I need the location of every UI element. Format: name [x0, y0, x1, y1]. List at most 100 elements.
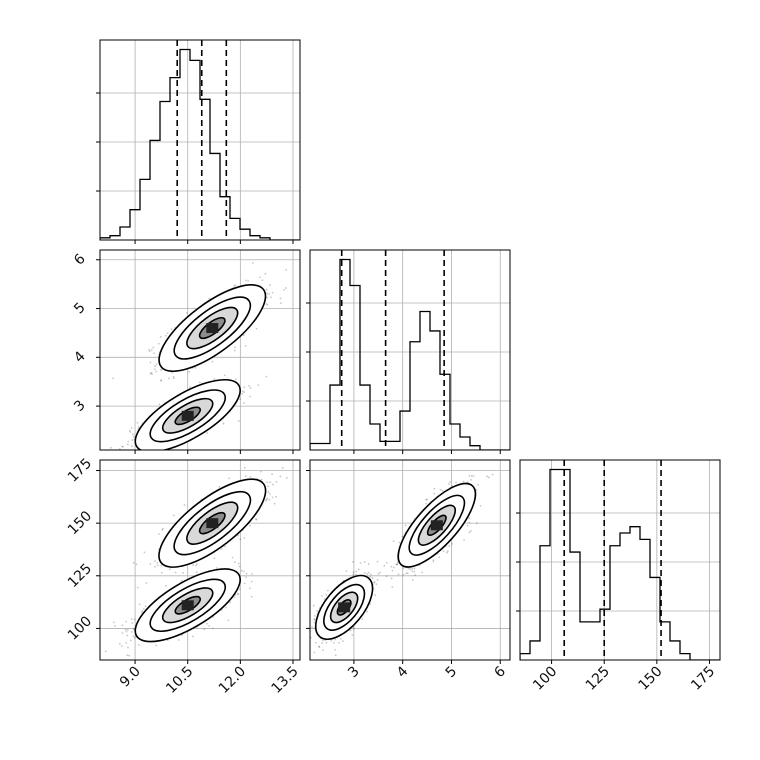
sample-point [265, 375, 268, 378]
sample-point [131, 445, 133, 448]
histogram-step-line [100, 48, 300, 240]
sample-point [398, 541, 401, 544]
sample-point [110, 446, 112, 449]
sample-point [251, 573, 253, 575]
sample-point [148, 350, 151, 353]
sample-point [318, 645, 320, 648]
x-tick-label: 175 [688, 664, 718, 694]
sample-point [279, 297, 282, 300]
sample-point [486, 475, 489, 478]
sample-point [425, 502, 428, 505]
sample-point [367, 571, 370, 574]
sample-point [271, 483, 274, 486]
sample-point [125, 620, 128, 623]
sample-point [203, 628, 206, 631]
sample-point [267, 491, 270, 494]
sample-point [249, 587, 251, 590]
sample-point [161, 528, 164, 531]
sample-point [138, 603, 141, 606]
sample-point [222, 422, 225, 425]
sample-point [250, 595, 253, 598]
sample-point [491, 473, 494, 476]
sample-point [188, 371, 191, 373]
y-tick-label: 175 [65, 455, 95, 485]
sample-point [475, 489, 478, 491]
sample-point [249, 524, 251, 527]
sample-point [244, 279, 247, 282]
sample-point [121, 632, 124, 634]
panel-frame [99, 459, 301, 661]
sample-point [266, 303, 269, 306]
density-peak-cell [206, 518, 219, 529]
sample-point [366, 610, 368, 613]
sample-point [258, 276, 261, 279]
sample-point [141, 610, 143, 612]
sample-point [160, 379, 163, 382]
sample-point [160, 369, 162, 372]
sample-point [426, 498, 428, 501]
sample-point [233, 561, 236, 564]
sample-point [342, 640, 344, 643]
sample-point [468, 474, 471, 477]
sample-point [432, 560, 435, 563]
sample-point [397, 573, 400, 576]
sample-point [401, 535, 404, 538]
sample-point [160, 379, 162, 382]
sample-point [152, 346, 155, 349]
sample-point [249, 387, 252, 389]
sample-point [238, 565, 241, 568]
sample-point [155, 363, 158, 366]
sample-point [330, 640, 333, 642]
sample-point [112, 377, 114, 380]
sample-point [470, 474, 473, 477]
sample-point [168, 377, 170, 380]
sample-point [468, 521, 471, 524]
density-peak-cell [181, 600, 194, 611]
sample-point [234, 284, 237, 286]
sample-point [355, 570, 358, 573]
sample-point [160, 564, 163, 567]
sample-point [269, 284, 271, 287]
sample-point [421, 571, 423, 574]
sample-point [126, 634, 129, 637]
sample-point [300, 443, 302, 445]
sample-point [439, 488, 442, 491]
sample-point [370, 573, 372, 576]
panel-plot-area [520, 460, 720, 660]
sample-point [233, 596, 236, 599]
sample-point [137, 643, 140, 646]
sample-point [237, 593, 240, 596]
x-tick-label: 100 [530, 664, 560, 694]
sample-point [255, 517, 257, 520]
sample-point [137, 425, 140, 428]
sample-point [479, 504, 482, 507]
sample-point [208, 624, 211, 627]
sample-point [213, 557, 216, 560]
sample-point [183, 503, 186, 506]
sample-point [177, 639, 180, 641]
sample-point [121, 445, 124, 448]
sample-point [405, 572, 408, 575]
sample-point [170, 328, 173, 331]
sample-point [285, 268, 288, 271]
sample-point [172, 377, 175, 380]
sample-point [160, 368, 163, 371]
sample-point [446, 551, 448, 554]
sample-point [149, 563, 152, 565]
histogram-panel-2 [306, 249, 511, 454]
sample-point [369, 575, 372, 578]
sample-point [211, 627, 214, 630]
sample-point [463, 538, 466, 541]
sample-point [396, 563, 398, 566]
sample-point [433, 487, 436, 490]
sample-point [249, 475, 252, 478]
sample-point [264, 272, 267, 275]
x-tick-label: 9.0 [117, 664, 144, 691]
sample-point [140, 611, 143, 614]
sample-point [118, 642, 121, 645]
sample-point [166, 332, 169, 335]
sample-point [237, 562, 240, 565]
sample-point [155, 644, 158, 647]
sample-point [390, 577, 393, 580]
sample-point [241, 392, 244, 395]
